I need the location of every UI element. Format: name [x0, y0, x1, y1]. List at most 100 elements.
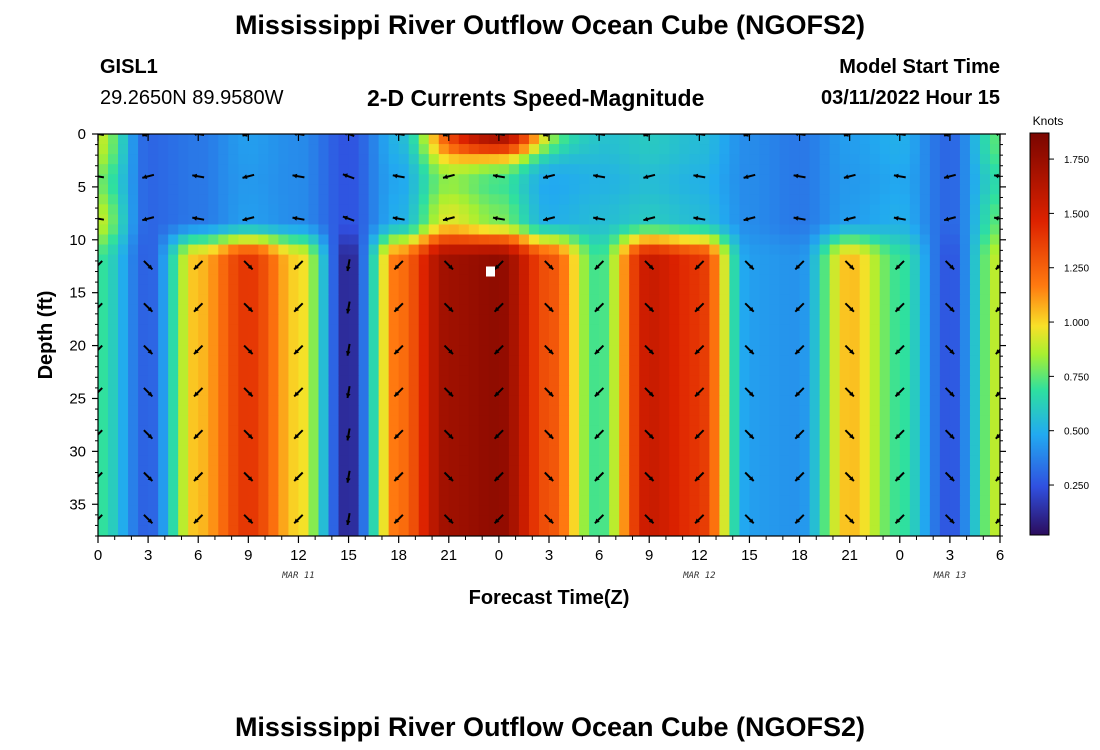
heat-cell: [458, 525, 470, 536]
heat-cell: [769, 395, 781, 406]
heat-cell: [498, 525, 510, 536]
x-tick-label: 3: [946, 547, 954, 564]
current-vector-arrow: [242, 134, 253, 137]
heat-cell: [168, 324, 179, 336]
heat-cell: [318, 134, 330, 145]
heat-cell: [448, 284, 460, 296]
heat-cell: [308, 485, 320, 497]
heat-cell: [338, 365, 350, 376]
heat-cell: [639, 174, 650, 185]
heat-cell: [498, 425, 510, 437]
heat-cell: [729, 425, 741, 437]
current-vector-arrow: [442, 134, 453, 137]
heat-cell: [689, 445, 700, 457]
heat-cell: [158, 485, 169, 497]
heat-cell: [358, 415, 370, 427]
heat-cell: [959, 294, 971, 306]
heat-cell: [298, 355, 310, 366]
heat-cell: [318, 495, 330, 507]
heat-cell: [649, 304, 660, 316]
heat-cell: [729, 335, 741, 346]
heat-cell: [518, 395, 530, 406]
current-vector-arrow: [743, 173, 756, 179]
heat-cell: [929, 395, 941, 406]
heat-cell: [218, 134, 229, 145]
heat-cell: [889, 144, 901, 155]
heat-cell: [579, 244, 590, 256]
heat-cell: [629, 324, 640, 336]
heat-cell: [619, 525, 630, 536]
heat-cell: [779, 224, 791, 236]
heat-cell: [899, 465, 911, 477]
heat-cell: [438, 324, 450, 336]
heat-cell: [298, 224, 310, 236]
heat-cell: [599, 465, 610, 477]
heat-cell: [859, 485, 871, 497]
heat-cell: [879, 204, 891, 215]
heat-cell: [178, 224, 189, 236]
heat-cell: [649, 415, 660, 427]
heat-cell: [168, 405, 179, 416]
heat-cell: [769, 244, 781, 256]
heat-cell: [408, 435, 420, 447]
heat-cell: [508, 204, 520, 215]
heat-cell: [378, 314, 390, 326]
heat-cell: [679, 144, 690, 155]
heat-cell: [749, 345, 761, 356]
heat-cell: [218, 405, 229, 416]
heat-cell: [659, 144, 670, 155]
heat-cell: [338, 485, 350, 497]
heat-cell: [288, 264, 300, 276]
heat-cell: [559, 284, 570, 296]
heat-cell: [388, 415, 400, 427]
heat-cell: [188, 324, 199, 336]
heat-cell: [619, 485, 630, 497]
heat-cell: [188, 525, 199, 536]
heat-cell: [478, 485, 490, 497]
heat-cell: [759, 465, 771, 477]
heat-cell: [98, 204, 109, 215]
heat-cell: [328, 455, 340, 467]
heat-cell: [208, 274, 219, 286]
heat-cell: [248, 525, 259, 536]
heat-cell: [919, 224, 931, 236]
heat-cell: [248, 455, 259, 467]
heat-cell: [889, 475, 901, 487]
heat-cell: [609, 314, 620, 326]
heat-cell: [919, 425, 931, 437]
current-vector-arrow: [844, 514, 855, 525]
heat-cell: [629, 495, 640, 507]
heat-cell: [168, 465, 179, 477]
heat-cell: [789, 184, 801, 195]
heat-cell: [428, 415, 440, 427]
heat-cell: [679, 254, 690, 266]
heat-cell: [418, 184, 430, 195]
heat-cell: [238, 345, 249, 356]
heat-cell: [729, 184, 741, 195]
heat-cell: [839, 395, 851, 406]
heat-cell: [408, 164, 420, 175]
current-vector-arrow: [743, 134, 754, 137]
heat-cell: [278, 435, 290, 447]
heat-cell: [138, 264, 149, 276]
heat-cell: [378, 485, 390, 497]
heat-cell: [959, 244, 971, 256]
heat-cell: [368, 234, 380, 246]
heat-cell: [899, 314, 911, 326]
current-vector-arrow: [493, 260, 504, 271]
heat-cell: [899, 355, 911, 366]
heat-cell: [889, 224, 901, 236]
current-vector-arrow: [443, 387, 454, 398]
heat-cell: [749, 475, 761, 487]
heat-cell: [879, 525, 891, 536]
heat-cell: [358, 495, 370, 507]
heat-cell: [318, 525, 330, 536]
heat-cell: [308, 375, 320, 386]
heat-cell: [538, 515, 550, 527]
heat-cell: [759, 324, 771, 336]
current-vector-arrow: [995, 390, 1000, 398]
heat-cell: [699, 194, 710, 205]
heat-cell: [689, 164, 700, 175]
heat-cell: [589, 184, 600, 195]
heat-cell: [579, 214, 590, 226]
